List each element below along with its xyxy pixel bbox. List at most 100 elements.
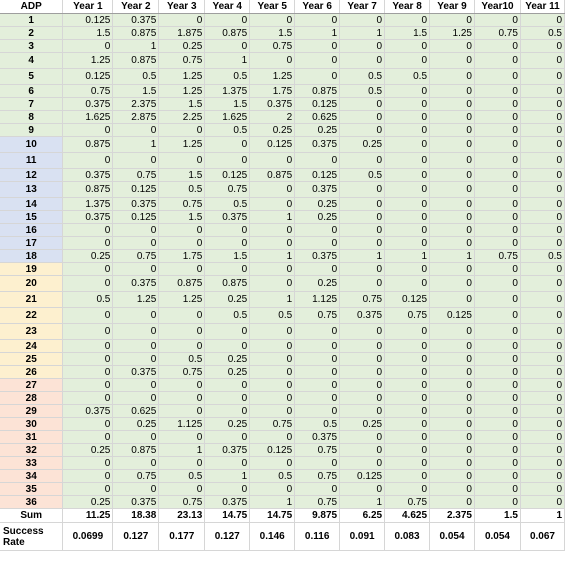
value-cell[interactable]: 0 <box>294 323 341 340</box>
value-cell[interactable]: 0 <box>294 404 341 418</box>
value-cell[interactable]: 0 <box>429 430 475 444</box>
value-cell[interactable]: 0 <box>474 262 521 276</box>
value-cell[interactable]: 0 <box>520 52 565 69</box>
success-rate-cell[interactable]: 0.067 <box>520 522 565 551</box>
sum-cell[interactable]: 6.25 <box>339 508 386 523</box>
value-cell[interactable]: 1.5 <box>249 26 296 40</box>
value-cell[interactable]: 0.5 <box>249 307 296 324</box>
value-cell[interactable]: 1.5 <box>158 210 206 224</box>
value-cell[interactable]: 0 <box>204 236 251 250</box>
value-cell[interactable]: 0 <box>62 236 114 250</box>
value-cell[interactable]: 0.375 <box>112 495 160 509</box>
value-cell[interactable]: 0 <box>158 323 206 340</box>
value-cell[interactable]: 0.5 <box>62 291 114 308</box>
value-cell[interactable]: 0 <box>294 482 341 496</box>
value-cell[interactable]: 0.5 <box>158 352 206 366</box>
value-cell[interactable]: 0 <box>204 39 251 53</box>
sum-cell[interactable]: 18.38 <box>112 508 160 523</box>
value-cell[interactable]: 0 <box>384 123 431 137</box>
value-cell[interactable]: 0 <box>429 365 475 379</box>
value-cell[interactable]: 1.5 <box>204 97 251 111</box>
value-cell[interactable]: 2.25 <box>158 110 206 124</box>
value-cell[interactable]: 1 <box>249 291 296 308</box>
value-cell[interactable]: 0 <box>474 291 521 308</box>
value-cell[interactable]: 1.625 <box>204 110 251 124</box>
adp-cell[interactable]: 23 <box>0 323 64 340</box>
value-cell[interactable]: 0 <box>204 378 251 392</box>
value-cell[interactable]: 0 <box>429 417 475 431</box>
value-cell[interactable]: 0.5 <box>204 68 251 85</box>
value-cell[interactable]: 0.375 <box>62 97 114 111</box>
value-cell[interactable]: 0 <box>520 123 565 137</box>
value-cell[interactable]: 0 <box>339 262 386 276</box>
value-cell[interactable]: 0 <box>158 152 206 169</box>
value-cell[interactable]: 0.625 <box>294 110 341 124</box>
value-cell[interactable]: 0 <box>62 223 114 237</box>
value-cell[interactable]: 0.375 <box>112 197 160 211</box>
adp-cell[interactable]: 32 <box>0 443 64 457</box>
value-cell[interactable]: 0 <box>112 339 160 353</box>
value-cell[interactable]: 0 <box>429 275 475 292</box>
value-cell[interactable]: 0 <box>249 275 296 292</box>
value-cell[interactable]: 0.875 <box>112 26 160 40</box>
value-cell[interactable]: 0 <box>384 168 431 182</box>
value-cell[interactable]: 0.375 <box>112 365 160 379</box>
value-cell[interactable]: 0.375 <box>62 404 114 418</box>
value-cell[interactable]: 0 <box>474 181 521 198</box>
adp-cell[interactable]: 35 <box>0 482 64 496</box>
adp-cell[interactable]: 13 <box>0 181 64 198</box>
value-cell[interactable]: 0.25 <box>62 495 114 509</box>
value-cell[interactable]: 0 <box>429 223 475 237</box>
value-cell[interactable]: 0 <box>384 152 431 169</box>
value-cell[interactable]: 0 <box>62 482 114 496</box>
value-cell[interactable]: 0 <box>429 52 475 69</box>
value-cell[interactable]: 0 <box>294 456 341 470</box>
value-cell[interactable]: 0 <box>384 39 431 53</box>
value-cell[interactable]: 0 <box>112 482 160 496</box>
value-cell[interactable]: 0 <box>62 307 114 324</box>
adp-cell[interactable]: 30 <box>0 417 64 431</box>
value-cell[interactable]: 0.75 <box>158 495 206 509</box>
value-cell[interactable]: 0 <box>520 236 565 250</box>
value-cell[interactable]: 0 <box>429 168 475 182</box>
value-cell[interactable]: 0 <box>294 391 341 405</box>
value-cell[interactable]: 0 <box>158 339 206 353</box>
value-cell[interactable]: 0 <box>520 181 565 198</box>
value-cell[interactable]: 0.75 <box>112 469 160 483</box>
value-cell[interactable]: 0 <box>474 68 521 85</box>
value-cell[interactable]: 0.25 <box>158 39 206 53</box>
value-cell[interactable]: 0 <box>158 123 206 137</box>
value-cell[interactable]: 0 <box>384 13 431 27</box>
column-header[interactable]: Year 9 <box>429 0 475 14</box>
value-cell[interactable]: 0 <box>384 136 431 153</box>
value-cell[interactable]: 0 <box>384 469 431 483</box>
value-cell[interactable]: 0.875 <box>204 26 251 40</box>
value-cell[interactable]: 0 <box>384 262 431 276</box>
value-cell[interactable]: 0 <box>429 262 475 276</box>
value-cell[interactable]: 0.75 <box>474 249 521 263</box>
value-cell[interactable]: 0 <box>520 84 565 98</box>
value-cell[interactable]: 0 <box>429 495 475 509</box>
value-cell[interactable]: 0 <box>249 456 296 470</box>
value-cell[interactable]: 0.75 <box>249 417 296 431</box>
adp-cell[interactable]: 17 <box>0 236 64 250</box>
value-cell[interactable]: 0.625 <box>112 404 160 418</box>
value-cell[interactable]: 0 <box>520 275 565 292</box>
value-cell[interactable]: 0 <box>62 339 114 353</box>
value-cell[interactable]: 1 <box>249 210 296 224</box>
value-cell[interactable]: 0 <box>520 13 565 27</box>
value-cell[interactable]: 0 <box>112 152 160 169</box>
value-cell[interactable]: 0 <box>384 275 431 292</box>
value-cell[interactable]: 0 <box>294 13 341 27</box>
value-cell[interactable]: 0.125 <box>294 168 341 182</box>
value-cell[interactable]: 0 <box>429 291 475 308</box>
value-cell[interactable]: 0 <box>429 136 475 153</box>
value-cell[interactable]: 0 <box>339 210 386 224</box>
column-header[interactable]: Year 11 <box>520 0 565 14</box>
value-cell[interactable]: 0.25 <box>204 352 251 366</box>
value-cell[interactable]: 0 <box>474 469 521 483</box>
adp-cell[interactable]: 34 <box>0 469 64 483</box>
value-cell[interactable]: 1.5 <box>62 26 114 40</box>
value-cell[interactable]: 0.75 <box>112 168 160 182</box>
value-cell[interactable]: 0 <box>249 339 296 353</box>
